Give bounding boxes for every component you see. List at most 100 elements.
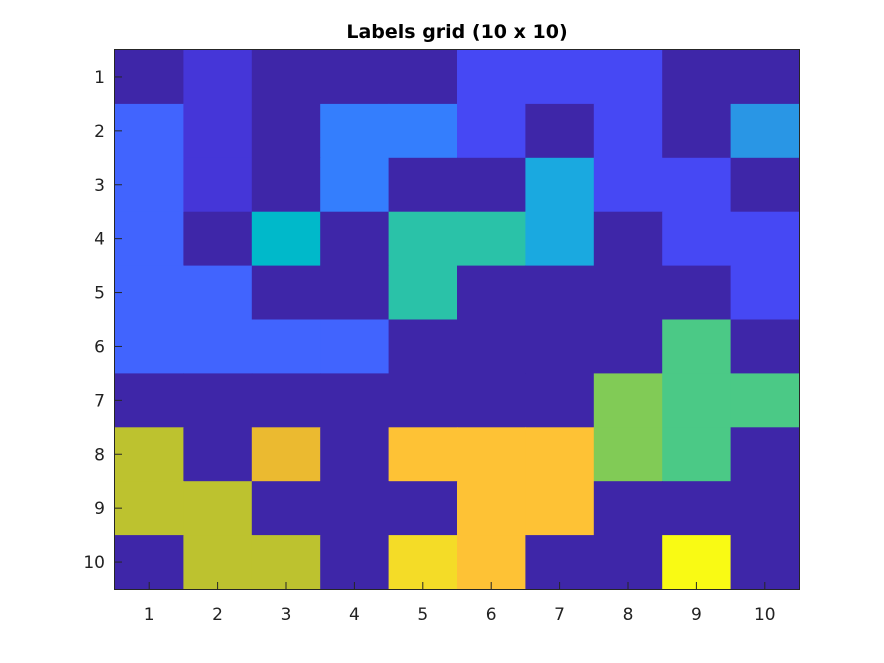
heatmap-cell	[115, 157, 184, 213]
heatmap-cell	[320, 265, 390, 321]
x-tick-label: 2	[212, 605, 223, 625]
heatmap-cell	[388, 265, 458, 321]
heatmap-cell	[457, 427, 526, 482]
heatmap-cell	[320, 50, 390, 105]
y-axis: 1 2 3 4 5 6 7 8 9 10	[83, 68, 122, 573]
heatmap-cell	[115, 211, 184, 267]
heatmap-cell	[115, 265, 184, 321]
heatmap-cell	[730, 373, 800, 428]
x-tick-label: 8	[623, 605, 634, 625]
heatmap-cell	[320, 157, 390, 213]
heatmap-cell	[183, 373, 253, 428]
heatmap-cell	[457, 157, 526, 213]
chart-title: Labels grid (10 x 10)	[346, 21, 567, 43]
heatmap-cell	[525, 481, 595, 536]
heatmap-cell	[525, 373, 595, 428]
heatmap-cell	[457, 211, 526, 267]
heatmap-cell	[730, 265, 800, 321]
heatmap-cell	[183, 50, 253, 105]
heatmap-cell	[662, 157, 732, 213]
heatmap-cell	[183, 157, 253, 213]
heatmap-cell	[662, 481, 732, 536]
heatmap-cell	[593, 50, 663, 105]
y-tick-label: 9	[94, 499, 105, 519]
heatmap-cell	[525, 265, 595, 321]
heatmap-cell	[525, 50, 595, 105]
heatmap-cell	[457, 103, 526, 159]
heatmap-cell	[183, 535, 253, 590]
heatmap-cell	[662, 373, 732, 428]
x-tick-label: 9	[691, 605, 702, 625]
heatmap-cell	[251, 265, 321, 321]
heatmap-cell	[593, 373, 663, 428]
x-axis: 1 2 3 4 5 6 7 8 9 10	[144, 582, 776, 625]
heatmap-cell	[525, 103, 595, 159]
heatmap-cells	[115, 50, 800, 590]
heatmap-cell	[115, 535, 184, 590]
y-tick-label: 7	[94, 391, 105, 411]
y-tick-label: 6	[94, 337, 105, 357]
heatmap-cell	[662, 427, 732, 482]
heatmap-cell	[115, 481, 184, 536]
heatmap-cell	[525, 157, 595, 213]
heatmap-cell	[183, 265, 253, 321]
y-tick-label: 5	[94, 284, 105, 304]
heatmap-cell	[593, 265, 663, 321]
heatmap-cell	[251, 535, 321, 590]
heatmap-cell	[662, 319, 732, 374]
heatmap-cell	[388, 157, 458, 213]
x-tick-label: 3	[281, 605, 292, 625]
heatmap-cell	[388, 427, 458, 482]
plot-frame	[114, 49, 800, 590]
heatmap-cell	[183, 427, 253, 482]
y-tick-label: 2	[94, 122, 105, 142]
heatmap-cell	[388, 319, 458, 374]
heatmap-cell	[730, 481, 800, 536]
heatmap-cell	[730, 535, 800, 590]
heatmap-cell	[388, 535, 458, 590]
heatmap-cell	[662, 265, 732, 321]
heatmap-cell	[320, 481, 390, 536]
heatmap-cell	[730, 50, 800, 105]
heatmap-cell	[183, 211, 253, 267]
heatmap-cell	[251, 50, 321, 105]
heatmap-cell	[593, 211, 663, 267]
heatmap-cell	[593, 481, 663, 536]
x-tick-label: 5	[417, 605, 428, 625]
heatmap-cell	[662, 535, 732, 590]
y-tick-label: 3	[94, 176, 105, 196]
x-tick-label: 7	[554, 605, 565, 625]
heatmap-cell	[251, 373, 321, 428]
heatmap-cell	[388, 211, 458, 267]
heatmap-cell	[662, 50, 732, 105]
heatmap-cell	[593, 157, 663, 213]
heatmap-cell	[525, 211, 595, 267]
heatmap-cell	[115, 373, 184, 428]
heatmap-cell	[457, 535, 526, 590]
heatmap-cell	[662, 211, 732, 267]
heatmap-cell	[251, 427, 321, 482]
heatmap-cell	[251, 481, 321, 536]
x-tick-label: 6	[486, 605, 497, 625]
x-tick-label: 1	[144, 605, 155, 625]
heatmap-cell	[593, 103, 663, 159]
heatmap-cell	[251, 319, 321, 374]
x-tick-label: 10	[754, 605, 776, 625]
heatmap-cell	[593, 535, 663, 590]
heatmap-cell	[320, 427, 390, 482]
y-tick-label: 1	[94, 68, 105, 88]
heatmap-cell	[457, 319, 526, 374]
heatmap-cell	[525, 535, 595, 590]
y-tick-label: 4	[94, 230, 105, 250]
heatmap-cell	[320, 373, 390, 428]
heatmap-cell	[525, 319, 595, 374]
heatmap-cell	[388, 103, 458, 159]
heatmap-cell	[251, 157, 321, 213]
heatmap-cell	[388, 50, 458, 105]
heatmap-cell	[457, 50, 526, 105]
heatmap-cell	[457, 481, 526, 536]
heatmap-cell	[251, 211, 321, 267]
heatmap-cell	[730, 319, 800, 374]
heatmap-cell	[183, 103, 253, 159]
